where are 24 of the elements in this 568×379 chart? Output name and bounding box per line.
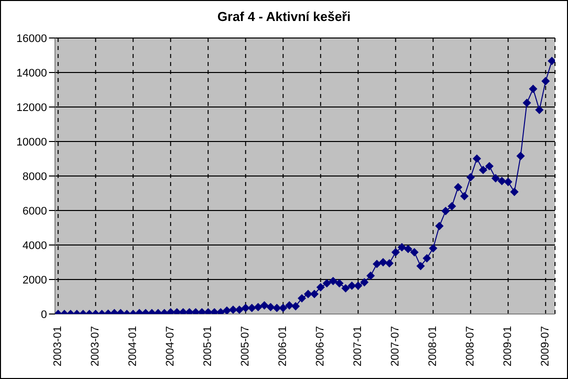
y-tick-label: 0 [40, 308, 47, 321]
y-tick-label: 14000 [16, 67, 47, 80]
x-tick-label: 2009-07 [540, 326, 552, 366]
x-tick-label: 2005-07 [240, 326, 252, 366]
x-tick-label: 2008-01 [427, 326, 440, 366]
x-tick-label: 2004-07 [164, 326, 177, 366]
x-tick-label: 2006-07 [314, 326, 327, 366]
y-tick-label: 6000 [22, 205, 47, 218]
x-tick-label: 2007-01 [352, 326, 364, 366]
x-tick-label: 2004-01 [127, 326, 140, 366]
x-tick-label: 2003-01 [52, 326, 64, 366]
x-tick-label: 2005-01 [202, 326, 214, 366]
x-tick-label: 2006-01 [277, 326, 290, 366]
y-tick-label: 2000 [22, 274, 47, 286]
y-tick-label: 8000 [22, 170, 47, 183]
x-tick-label: 2008-07 [464, 326, 477, 366]
x-tick-label: 2003-07 [90, 326, 102, 366]
x-tick-label: 2009-01 [502, 326, 514, 366]
y-tick-label: 16000 [16, 32, 47, 45]
x-tick-label: 2007-07 [390, 326, 402, 366]
y-tick-label: 12000 [16, 102, 47, 114]
y-tick-label: 10000 [16, 136, 47, 148]
chart-title: Graf 4 - Aktivní kešeři [216, 9, 352, 24]
y-tick-label: 4000 [22, 240, 47, 252]
